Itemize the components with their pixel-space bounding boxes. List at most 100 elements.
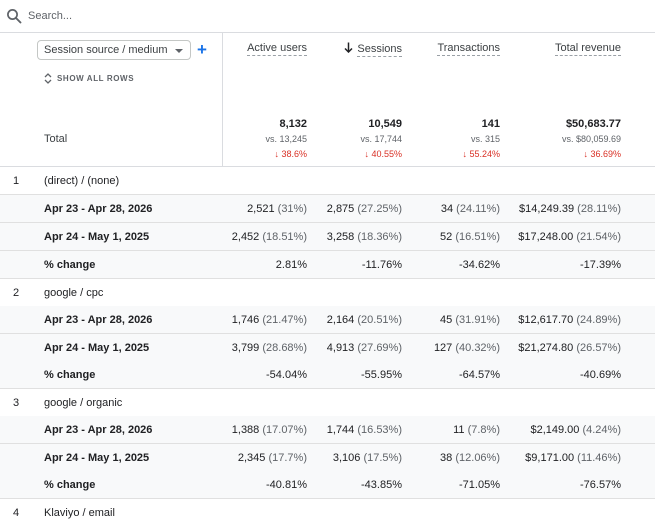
cell-active-users: 2,452 (18.51%) bbox=[231, 231, 307, 243]
row-date-range: Apr 24 - May 1, 2025 bbox=[44, 342, 150, 354]
cell-active-users: 2,521 (31%) bbox=[247, 203, 307, 215]
cell-active-users: -40.81% bbox=[266, 479, 307, 491]
row-date-range: Apr 23 - Apr 28, 2026 bbox=[44, 203, 153, 215]
column-header-label: Sessions bbox=[357, 43, 402, 57]
table-row: % change -40.81% -43.85% -71.05% -76.57% bbox=[0, 471, 655, 499]
total-transactions: 141 vs. 315 ↓ 55.24% bbox=[462, 116, 500, 162]
search-icon[interactable] bbox=[6, 8, 22, 24]
cell-sessions: -55.95% bbox=[361, 369, 402, 381]
dimension-dropdown[interactable]: Session source / medium bbox=[37, 40, 191, 60]
cell-sessions: 2,875 (27.25%) bbox=[326, 203, 402, 215]
total-value: 10,549 bbox=[368, 118, 402, 130]
cell-total-revenue: $12,617.70 (24.89%) bbox=[518, 314, 621, 326]
table-header bbox=[0, 33, 655, 167]
arrow-down-icon bbox=[344, 42, 353, 53]
cell-sessions: 3,258 (18.36%) bbox=[326, 231, 402, 243]
add-dimension-button[interactable]: + bbox=[197, 40, 207, 59]
cell-active-users: 1,388 (17.07%) bbox=[231, 424, 307, 436]
table-row: Apr 23 - Apr 28, 2026 1,388 (17.07%) 1,7… bbox=[0, 416, 655, 444]
column-header-label: Transactions bbox=[437, 42, 500, 56]
chevron-down-icon bbox=[175, 49, 183, 53]
cell-total-revenue: $9,171.00 (11.46%) bbox=[525, 452, 621, 464]
cell-sessions: 2,164 (20.51%) bbox=[326, 314, 402, 326]
cell-total-revenue: $14,249.39 (28.11%) bbox=[519, 203, 621, 215]
total-label: Total bbox=[44, 133, 68, 145]
cell-transactions: 11 (7.8%) bbox=[453, 424, 500, 436]
cell-transactions: -34.62% bbox=[459, 259, 500, 271]
cell-sessions: 4,913 (27.69%) bbox=[326, 342, 402, 354]
cell-transactions: 127 (40.32%) bbox=[433, 342, 500, 354]
group-row-google-cpc[interactable]: 2 google / cpc bbox=[0, 279, 655, 307]
table-row: % change -54.04% -55.95% -64.57% -40.69% bbox=[0, 361, 655, 389]
table-row: Apr 24 - May 1, 2025 2,452 (18.51%) 3,25… bbox=[0, 223, 655, 251]
unfold-icon bbox=[44, 73, 52, 84]
cell-transactions: -64.57% bbox=[459, 369, 500, 381]
group-row-direct-none[interactable]: 1 (direct) / (none) bbox=[0, 167, 655, 195]
search-bar bbox=[0, 0, 655, 33]
search-input[interactable] bbox=[28, 6, 428, 26]
cell-total-revenue: -17.39% bbox=[580, 259, 621, 271]
total-change: ↓ 38.6% bbox=[274, 149, 307, 159]
row-percent-change: % change bbox=[44, 369, 96, 381]
table-row: Apr 24 - May 1, 2025 2,345 (17.7%) 3,106… bbox=[0, 444, 655, 472]
row-date-range: Apr 23 - Apr 28, 2026 bbox=[44, 314, 153, 326]
row-index: 1 bbox=[13, 175, 20, 187]
total-comparison: vs. $80,059.69 bbox=[561, 134, 621, 144]
table-row: Apr 24 - May 1, 2025 3,799 (28.68%) 4,91… bbox=[0, 334, 655, 362]
cell-transactions: 34 (24.11%) bbox=[440, 203, 500, 215]
total-change: ↓ 40.55% bbox=[364, 149, 402, 159]
cell-total-revenue: -40.69% bbox=[580, 369, 621, 381]
cell-active-users: -54.04% bbox=[266, 369, 307, 381]
row-dimension-value: (direct) / (none) bbox=[44, 175, 120, 187]
cell-sessions: 3,106 (17.5%) bbox=[332, 452, 402, 464]
row-index: 3 bbox=[13, 397, 20, 409]
cell-transactions: 45 (31.91%) bbox=[440, 314, 500, 326]
total-comparison: vs. 13,245 bbox=[265, 134, 307, 144]
cell-total-revenue: -76.57% bbox=[580, 479, 621, 491]
row-date-range: Apr 24 - May 1, 2025 bbox=[44, 452, 150, 464]
show-all-rows-label: SHOW ALL ROWS bbox=[57, 74, 135, 83]
cell-transactions: 52 (16.51%) bbox=[440, 231, 500, 243]
cell-transactions: 38 (12.06%) bbox=[440, 452, 500, 464]
cell-active-users: 2.81% bbox=[275, 259, 307, 271]
table-row: Apr 23 - Apr 28, 2026 1,746 (21.47%) 2,1… bbox=[0, 306, 655, 334]
table-row: Apr 23 - Apr 28, 2026 2,521 (31%) 2,875 … bbox=[0, 195, 655, 223]
row-index: 2 bbox=[13, 287, 20, 299]
row-dimension-value: google / organic bbox=[44, 397, 123, 409]
row-percent-change: % change bbox=[44, 479, 96, 491]
total-sessions: 10,549 vs. 17,744 ↓ 40.55% bbox=[360, 116, 402, 162]
column-header-label: Total revenue bbox=[554, 42, 621, 56]
total-value: 141 bbox=[481, 118, 500, 130]
column-header-label: Active users bbox=[247, 42, 307, 56]
row-date-range: Apr 23 - Apr 28, 2026 bbox=[44, 424, 153, 436]
cell-sessions: -11.76% bbox=[361, 259, 402, 271]
row-index: 4 bbox=[13, 507, 20, 519]
cell-total-revenue: $2,149.00 (4.24%) bbox=[530, 424, 621, 436]
column-header-total-revenue[interactable]: Total revenue bbox=[554, 42, 621, 56]
cell-active-users: 3,799 (28.68%) bbox=[231, 342, 307, 354]
column-header-active-users[interactable]: Active users bbox=[247, 42, 307, 56]
total-active-users: 8,132 vs. 13,245 ↓ 38.6% bbox=[265, 116, 307, 162]
total-comparison: vs. 17,744 bbox=[360, 134, 402, 144]
total-change: ↓ 36.69% bbox=[583, 149, 621, 159]
row-dimension-value: Klaviyo / email bbox=[44, 507, 115, 519]
dimension-dropdown-value: Session source / medium bbox=[44, 44, 168, 56]
cell-total-revenue: $21,274.80 (26.57%) bbox=[518, 342, 621, 354]
total-value: 8,132 bbox=[279, 118, 307, 130]
column-header-sessions[interactable]: Sessions bbox=[344, 42, 402, 57]
group-row-google-organic[interactable]: 3 google / organic bbox=[0, 389, 655, 417]
group-row-klaviyo-email[interactable]: 4 Klaviyo / email bbox=[0, 499, 655, 527]
total-comparison: vs. 315 bbox=[470, 134, 500, 144]
total-change: ↓ 55.24% bbox=[462, 149, 500, 159]
cell-active-users: 1,746 (21.47%) bbox=[231, 314, 307, 326]
cell-sessions: -43.85% bbox=[361, 479, 402, 491]
row-percent-change: % change bbox=[44, 259, 96, 271]
cell-total-revenue: $17,248.00 (21.54%) bbox=[518, 231, 621, 243]
row-date-range: Apr 24 - May 1, 2025 bbox=[44, 231, 150, 243]
cell-active-users: 2,345 (17.7%) bbox=[237, 452, 307, 464]
table-row: % change 2.81% -11.76% -34.62% -17.39% bbox=[0, 251, 655, 279]
total-revenue: $50,683.77 vs. $80,059.69 ↓ 36.69% bbox=[562, 116, 621, 162]
cell-sessions: 1,744 (16.53%) bbox=[326, 424, 402, 436]
column-header-transactions[interactable]: Transactions bbox=[437, 42, 500, 56]
total-value: $50,683.77 bbox=[565, 118, 621, 130]
